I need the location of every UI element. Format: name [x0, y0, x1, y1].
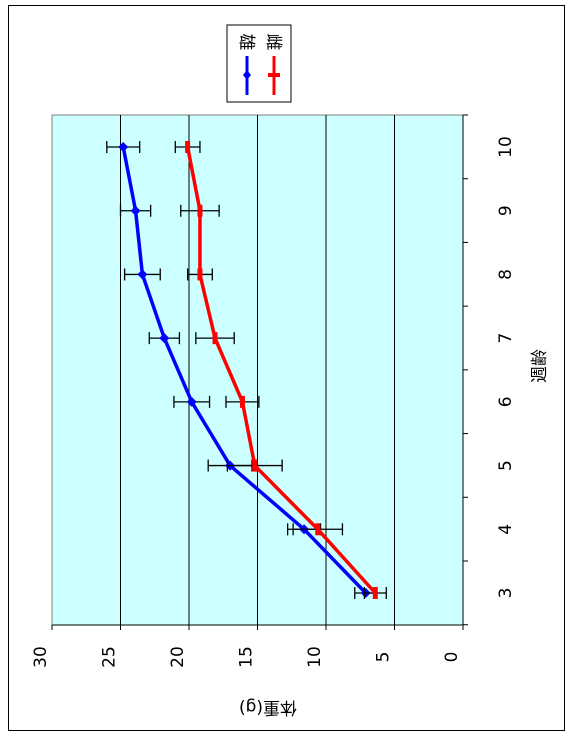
value-tick-label: 30: [31, 646, 51, 668]
data-point: [118, 142, 129, 152]
legend-item-male: 雄: [236, 34, 256, 95]
value-tick-label: 15: [237, 646, 257, 668]
x-axis-title: 週齢: [530, 349, 550, 383]
value-tick-label: 25: [100, 646, 120, 668]
category-tick-label: 10: [496, 136, 516, 158]
series-female: [174, 141, 387, 599]
value-tick-label: 0: [442, 652, 462, 663]
legend-marker-female: [268, 73, 280, 77]
series-line: [185, 146, 377, 595]
data-point: [159, 333, 170, 344]
legend: 雄 雌: [226, 24, 292, 103]
legend-label-male: 雄: [236, 34, 256, 51]
legend-marker-male: [243, 70, 251, 80]
legend-label-female: 雌: [263, 34, 283, 51]
value-tick-label: 10: [305, 646, 325, 668]
data-point: [239, 395, 245, 408]
category-tick-label: 6: [496, 396, 516, 407]
data-point: [186, 396, 197, 407]
category-tick-label: 7: [496, 333, 516, 344]
data-point: [315, 523, 321, 536]
category-tick-label: 5: [496, 460, 516, 471]
legend-item-female: 雌: [263, 34, 283, 95]
data-point: [137, 269, 148, 280]
data-point: [185, 141, 191, 153]
data-point: [197, 204, 203, 217]
series-line: [121, 146, 367, 595]
category-tick-label: 9: [496, 205, 516, 216]
data-point: [197, 268, 203, 281]
data-point: [372, 587, 378, 599]
y-axis-title: 体重(g): [239, 697, 297, 717]
category-tick-label: 3: [496, 588, 516, 599]
value-tick-label: 5: [374, 652, 394, 663]
data-point: [130, 205, 141, 216]
category-tick-label: 8: [496, 269, 516, 280]
data-point: [252, 459, 258, 472]
data-point: [212, 332, 218, 345]
category-tick-label: 4: [496, 524, 516, 535]
value-tick-label: 20: [168, 646, 188, 668]
